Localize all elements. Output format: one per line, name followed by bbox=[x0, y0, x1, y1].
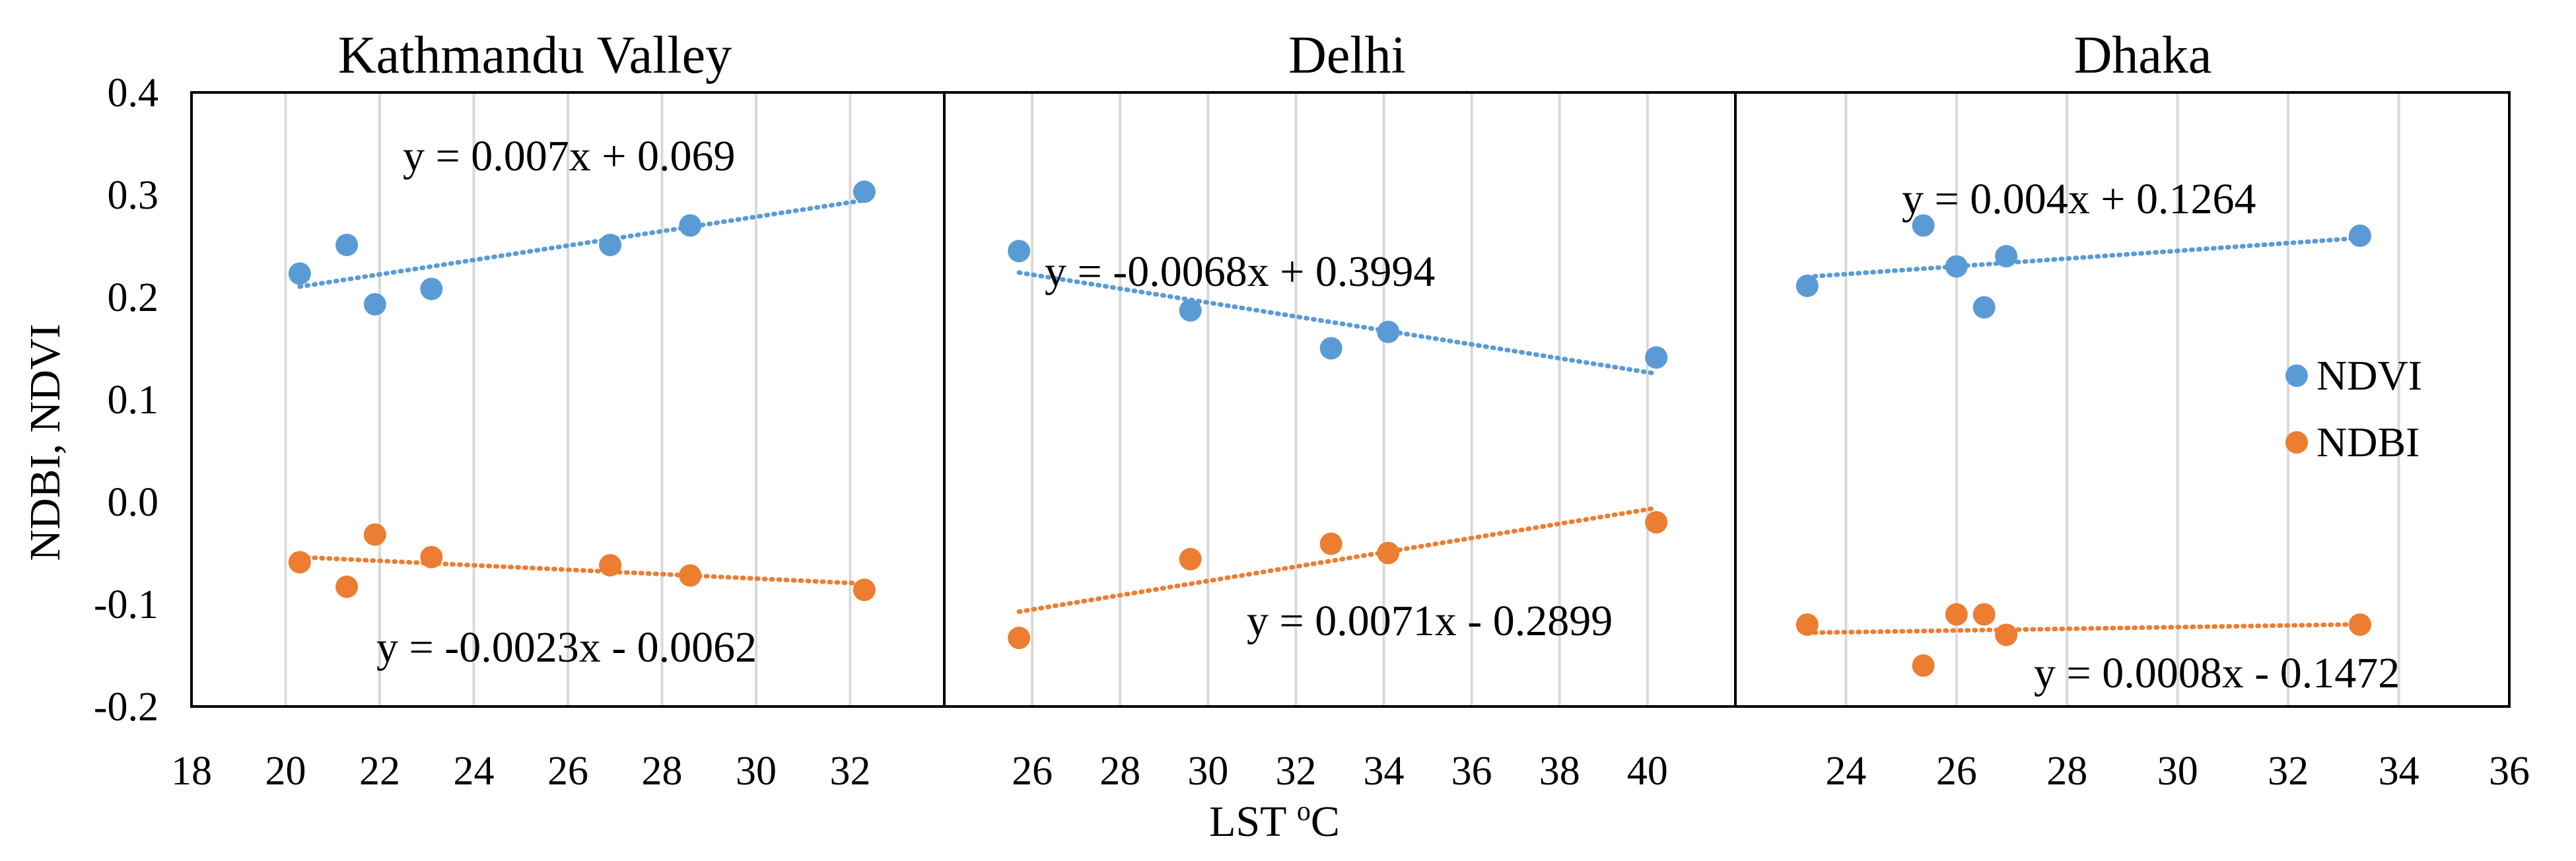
ndbi-point bbox=[1945, 603, 1968, 626]
ndvi-equation-label: y = 0.004x + 0.1264 bbox=[1902, 175, 2256, 223]
ndvi-point bbox=[1995, 245, 2018, 267]
x-tick-label: 40 bbox=[1627, 749, 1668, 794]
panel-frame bbox=[1734, 91, 2511, 708]
ndbi-point bbox=[363, 523, 386, 546]
ndvi-point bbox=[1008, 240, 1031, 263]
ndbi-point bbox=[420, 545, 443, 568]
ndvi-point bbox=[363, 293, 386, 316]
ndvi-point bbox=[1945, 255, 1968, 278]
ndvi-point bbox=[2348, 224, 2371, 247]
ndvi-point bbox=[1179, 299, 1202, 322]
x-tick-label: 24 bbox=[454, 749, 495, 794]
legend-ndbi-marker bbox=[2285, 431, 2308, 454]
ndbi-point bbox=[1972, 603, 1996, 626]
x-tick-label: 32 bbox=[2268, 749, 2309, 794]
point-layer bbox=[288, 180, 2371, 677]
ndvi-point bbox=[679, 214, 702, 237]
x-tick-label: 30 bbox=[2157, 749, 2198, 794]
legend-ndvi-label: NDVI bbox=[2316, 352, 2422, 399]
y-axis-title: NDBI, NDVI bbox=[21, 324, 69, 561]
x-axis-title-superscript: o bbox=[1297, 796, 1311, 827]
ndbi-point bbox=[1795, 613, 1819, 636]
ndbi-point bbox=[1008, 627, 1031, 650]
ndvi-trendline bbox=[297, 197, 867, 289]
ndbi-point bbox=[599, 554, 622, 577]
ndbi-point bbox=[679, 564, 702, 587]
ndvi-point bbox=[1377, 320, 1400, 343]
x-tick-label: 32 bbox=[830, 749, 871, 794]
ndbi-point bbox=[2348, 613, 2371, 636]
ndvi-point bbox=[1645, 346, 1668, 369]
x-tick-label: 26 bbox=[547, 749, 588, 794]
x-tick-label: 28 bbox=[642, 749, 683, 794]
ndvi-point bbox=[335, 233, 359, 256]
x-tick-label: 38 bbox=[1539, 749, 1580, 794]
x-tick-label: 24 bbox=[1825, 749, 1866, 794]
ndbi-point bbox=[1995, 623, 2018, 646]
x-tick-label: 18 bbox=[171, 749, 212, 794]
y-tick-label: -0.2 bbox=[94, 685, 158, 730]
ndbi-trendline bbox=[1016, 505, 1659, 614]
ndvi-point bbox=[1912, 214, 1935, 237]
x-axis-title: LST oC bbox=[1209, 796, 1340, 846]
x-tick-label: 30 bbox=[736, 749, 777, 794]
ndbi-point bbox=[1645, 511, 1668, 534]
legend-ndvi-marker bbox=[2285, 364, 2308, 387]
ndbi-equation-label: y = 0.0071x - 0.2899 bbox=[1247, 597, 1613, 645]
ndbi-equation-label: y = 0.0008x - 0.1472 bbox=[2034, 649, 2400, 697]
ndbi-point bbox=[853, 578, 876, 602]
ndvi-equation-label: y = -0.0068x + 0.3994 bbox=[1045, 248, 1435, 296]
y-tick-label: 0.4 bbox=[108, 71, 159, 116]
frame-layer bbox=[190, 91, 2511, 708]
x-tick-label: 28 bbox=[2046, 749, 2087, 794]
ndbi-point bbox=[1319, 532, 1342, 555]
x-axis-title-unit: C bbox=[1311, 798, 1340, 846]
ndvi-point bbox=[1795, 274, 1819, 297]
panel-title: Dhaka bbox=[2074, 26, 2212, 85]
x-tick-label: 20 bbox=[265, 749, 306, 794]
y-tick-label: 0.0 bbox=[108, 480, 159, 525]
ndbi-point bbox=[1912, 654, 1935, 677]
panel-title: Kathmandu Valley bbox=[338, 26, 732, 85]
x-tick-label: 36 bbox=[2489, 749, 2530, 794]
y-tick-label: 0.1 bbox=[108, 378, 159, 423]
ndvi-trendline bbox=[1016, 270, 1659, 376]
x-tick-label: 28 bbox=[1099, 749, 1140, 794]
ndvi-equation-label: y = 0.007x + 0.069 bbox=[403, 132, 735, 180]
ndbi-trendline bbox=[297, 555, 867, 586]
x-axis-title-main: LST bbox=[1209, 798, 1297, 846]
ndvi-point bbox=[1972, 296, 1996, 319]
ndbi-point bbox=[1179, 547, 1202, 570]
ndbi-equation-label: y = -0.0023x - 0.0062 bbox=[376, 623, 757, 672]
x-tick-label: 30 bbox=[1187, 749, 1228, 794]
legend-ndbi-label: NDBI bbox=[2316, 419, 2419, 465]
ndbi-trendline bbox=[1805, 622, 2363, 635]
ndvi-point bbox=[420, 277, 443, 300]
y-tick-label: 0.2 bbox=[108, 275, 159, 320]
text-layer: NDBI, NDVI LST oC NDVI NDBI 0.4 0.3 0.2 0.1… bbox=[21, 26, 2530, 846]
x-tick-label: 26 bbox=[1936, 749, 1977, 794]
y-tick-label: -0.1 bbox=[94, 582, 158, 627]
ndbi-point bbox=[1377, 541, 1400, 565]
x-tick-label: 34 bbox=[2379, 749, 2419, 794]
ndvi-point bbox=[853, 180, 876, 203]
trend-layer bbox=[297, 197, 2363, 635]
grid-layer bbox=[284, 92, 2400, 706]
x-tick-label: 36 bbox=[1451, 749, 1492, 794]
x-tick-label: 22 bbox=[359, 749, 400, 794]
panel-title: Delhi bbox=[1288, 26, 1406, 85]
ndvi-point bbox=[599, 233, 622, 256]
ndvi-point bbox=[1319, 337, 1342, 360]
x-tick-label: 26 bbox=[1012, 749, 1053, 794]
x-tick-label: 34 bbox=[1364, 749, 1405, 794]
x-tick-label: 32 bbox=[1275, 749, 1316, 794]
ndvi-point bbox=[288, 262, 311, 285]
ndbi-point bbox=[335, 575, 359, 598]
ndbi-point bbox=[288, 551, 311, 574]
ndvi-trendline bbox=[1805, 236, 2363, 279]
y-tick-label: 0.3 bbox=[108, 173, 159, 218]
